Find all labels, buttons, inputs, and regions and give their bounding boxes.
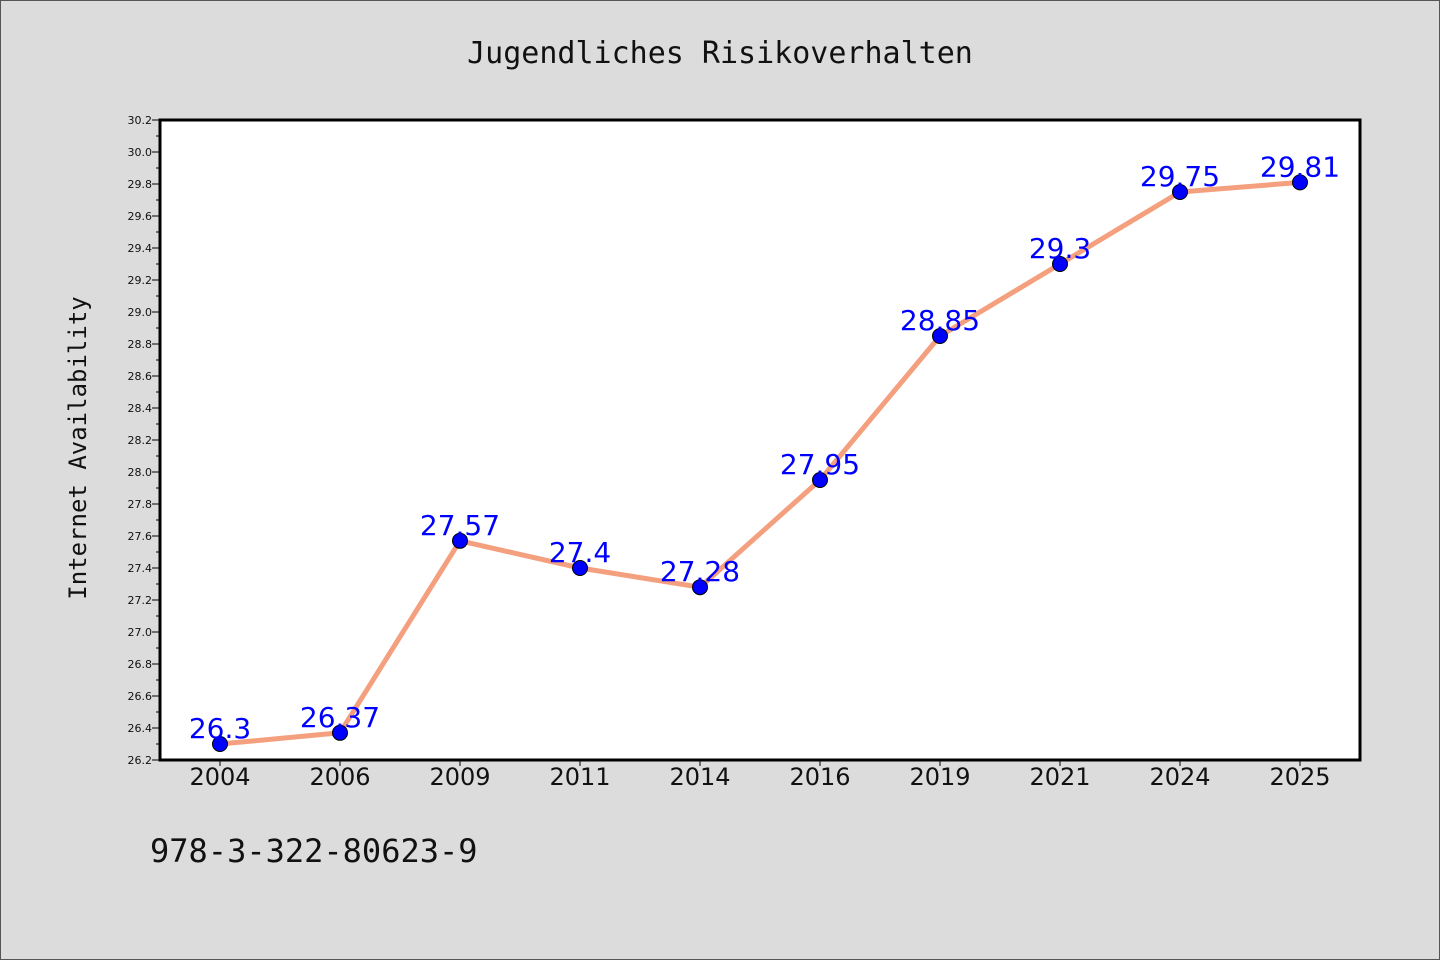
- x-tick-label: 2016: [789, 763, 850, 791]
- series-line: [217, 179, 1303, 747]
- data-labels: 26.3 26.37 27.57 27.4 27.28 27.95 28.85 29.3 29.…: [189, 150, 1340, 745]
- x-tick-label: 2019: [909, 763, 970, 791]
- x-tick-label: 2011: [549, 763, 610, 791]
- y-axis-label: Internet Availability: [64, 296, 92, 599]
- x-tick-label: 2006: [309, 763, 370, 791]
- plot-area: [158, 118, 1362, 762]
- data-point: [212, 736, 228, 752]
- data-point: [932, 328, 948, 344]
- y-tick-label: 26.4: [128, 722, 153, 735]
- data-label: 29.81: [1260, 150, 1340, 183]
- y-tick-label: 26.6: [128, 690, 153, 703]
- y-tick-label: 27.6: [128, 530, 153, 543]
- y-tick-label: 29.0: [128, 306, 153, 319]
- data-label: 29.3: [1029, 232, 1091, 265]
- data-point: [692, 579, 708, 596]
- y-tick-label: 30.2: [128, 114, 153, 127]
- x-tick-label: 2014: [669, 763, 730, 791]
- data-label: 27.57: [420, 509, 500, 542]
- x-tick-label: 2025: [1269, 763, 1330, 791]
- y-tick-label: 29.2: [128, 274, 153, 287]
- y-tick-label: 26.8: [128, 658, 153, 671]
- data-label: 28.85: [900, 304, 980, 337]
- y-tick-label: 27.8: [128, 498, 153, 511]
- y-tick-label: 29.4: [128, 242, 153, 255]
- series-group: [212, 174, 1308, 752]
- y-tick-label: 30.0: [128, 146, 153, 159]
- x-axis: 2004 2006 2009 2011 2014 2016 2019 2021 2024 2025: [189, 760, 1331, 791]
- x-tick-label: 2009: [429, 763, 490, 791]
- chart-title: Jugendliches Risikoverhalten: [467, 36, 973, 71]
- data-point: [572, 560, 588, 576]
- data-point: [452, 532, 468, 549]
- x-tick-label: 2021: [1029, 763, 1090, 791]
- data-label: 27.28: [660, 555, 740, 588]
- y-tick-label: 28.4: [128, 402, 153, 415]
- y-tick-label: 28.8: [128, 338, 153, 351]
- data-point: [1052, 256, 1068, 272]
- isbn-text: 978-3-322-80623-9: [150, 832, 478, 870]
- x-tick-label: 2004: [189, 763, 250, 791]
- data-point: [332, 724, 348, 741]
- y-tick-label: 28.6: [128, 370, 153, 383]
- data-label: 26.37: [300, 701, 380, 734]
- x-tick-label: 2024: [1149, 763, 1210, 791]
- data-label: 27.4: [549, 536, 611, 569]
- y-axis: 26.2 26.4 26.6 26.8 27.0 27.2 27.4 27.6 27.8 28.0…: [128, 114, 160, 767]
- y-tick-label: 29.6: [128, 210, 153, 223]
- data-point: [1292, 174, 1308, 191]
- data-point: [1172, 184, 1188, 200]
- data-label: 26.3: [189, 712, 251, 745]
- y-tick-label: 29.8: [128, 178, 153, 191]
- y-tick-label: 27.0: [128, 626, 153, 639]
- data-label: 29.75: [1140, 160, 1220, 193]
- y-tick-label: 26.2: [128, 754, 153, 767]
- data-point: [812, 472, 828, 488]
- y-tick-label: 27.4: [128, 562, 153, 575]
- y-tick-label: 28.2: [128, 434, 153, 447]
- y-tick-label: 28.0: [128, 466, 153, 479]
- data-label: 27.95: [780, 448, 860, 481]
- y-tick-label: 27.2: [128, 594, 153, 607]
